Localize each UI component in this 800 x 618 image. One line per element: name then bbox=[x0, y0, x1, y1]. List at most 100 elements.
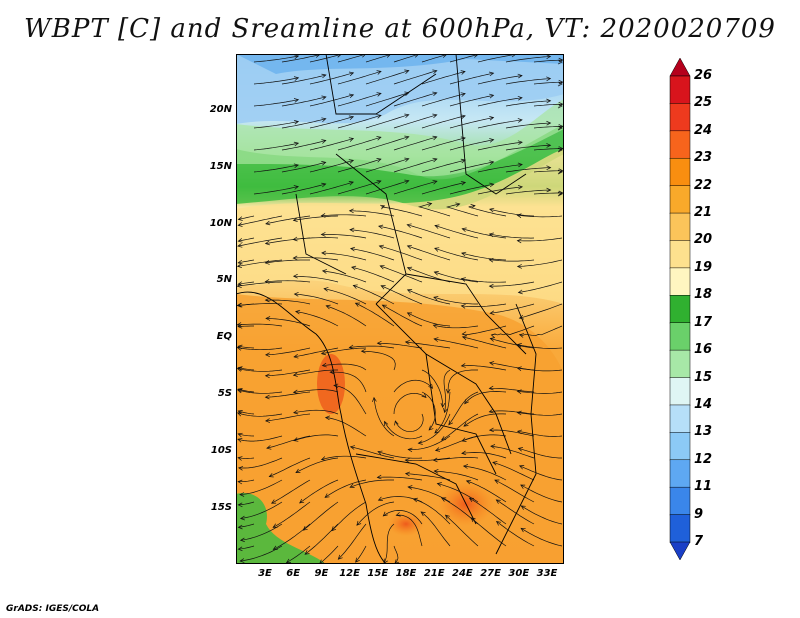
streamline bbox=[434, 391, 451, 434]
streamline bbox=[293, 237, 339, 240]
streamline-arrow bbox=[238, 466, 244, 471]
streamline bbox=[434, 470, 479, 481]
streamline-arrow bbox=[461, 251, 467, 257]
streamline bbox=[265, 299, 311, 305]
streamline-arrow bbox=[292, 236, 298, 242]
streamline bbox=[378, 225, 423, 239]
streamline bbox=[518, 281, 563, 293]
streamline bbox=[333, 384, 367, 415]
streamline bbox=[299, 479, 339, 504]
streamline-arrow bbox=[516, 213, 522, 218]
streamline-arrow bbox=[460, 363, 466, 368]
streamline bbox=[337, 158, 382, 173]
streamline bbox=[322, 270, 367, 283]
streamline bbox=[380, 265, 423, 283]
streamline bbox=[293, 215, 339, 221]
colorbar-label: 17 bbox=[694, 314, 713, 330]
streamline-arrow bbox=[293, 163, 299, 168]
streamline-arrow bbox=[436, 482, 442, 487]
streamline bbox=[434, 247, 479, 261]
streamline-arrow bbox=[293, 185, 299, 190]
streamline-arrow bbox=[378, 244, 384, 250]
streamline-arrow bbox=[377, 450, 383, 456]
streamline bbox=[293, 257, 339, 261]
streamline bbox=[518, 447, 562, 459]
streamline bbox=[237, 259, 283, 267]
streamline-arrow bbox=[460, 114, 466, 119]
streamline bbox=[324, 288, 367, 305]
streamline-arrow bbox=[264, 373, 270, 379]
streamline bbox=[393, 54, 419, 63]
lon-label: 12E bbox=[339, 568, 360, 579]
streamline bbox=[382, 304, 423, 327]
streamline-arrow bbox=[236, 322, 242, 327]
streamline bbox=[434, 225, 479, 239]
streamline bbox=[520, 484, 563, 503]
streamline bbox=[462, 325, 507, 336]
streamline-arrow bbox=[320, 456, 327, 461]
streamline-arrow bbox=[444, 514, 450, 520]
streamline bbox=[448, 391, 479, 425]
streamline-arrow bbox=[517, 95, 523, 101]
streamline bbox=[237, 323, 283, 327]
streamline bbox=[517, 214, 563, 218]
streamline bbox=[517, 430, 563, 437]
streamline-arrow bbox=[427, 202, 433, 207]
streamline-arrow bbox=[376, 70, 382, 75]
streamline-arrow bbox=[321, 161, 327, 166]
streamline bbox=[420, 511, 451, 547]
streamline bbox=[365, 54, 391, 63]
streamline bbox=[443, 369, 451, 413]
streamline-arrow bbox=[404, 340, 410, 345]
streamline-arrow bbox=[404, 69, 410, 74]
streamline-arrow bbox=[489, 71, 495, 77]
streamline bbox=[273, 523, 311, 550]
streamline bbox=[238, 215, 283, 226]
lon-label: 15E bbox=[367, 568, 389, 579]
streamline bbox=[384, 421, 423, 440]
streamline bbox=[477, 97, 523, 107]
streamline-arrow bbox=[350, 246, 356, 252]
streamline bbox=[489, 410, 535, 415]
streamline bbox=[321, 214, 367, 217]
streamline-arrow bbox=[518, 333, 525, 338]
streamline bbox=[477, 186, 523, 195]
streamline bbox=[309, 72, 354, 85]
streamline bbox=[349, 345, 395, 349]
streamline-arrow bbox=[376, 474, 382, 480]
streamline-arrow bbox=[348, 137, 355, 142]
streamline bbox=[331, 501, 367, 531]
streamline bbox=[517, 412, 563, 416]
streamline bbox=[461, 365, 507, 371]
streamline-arrow bbox=[237, 502, 243, 508]
streamline-arrow bbox=[376, 340, 382, 346]
streamline-arrow bbox=[292, 217, 298, 223]
streamline bbox=[393, 392, 427, 415]
streamline bbox=[533, 170, 563, 173]
streamline bbox=[350, 446, 395, 459]
streamline-arrow bbox=[325, 304, 331, 310]
streamline-arrow bbox=[516, 238, 522, 244]
streamline bbox=[353, 285, 395, 305]
streamline-arrow bbox=[293, 76, 300, 81]
streamline-arrow bbox=[404, 113, 410, 119]
streamline bbox=[407, 289, 451, 305]
streamline-arrow bbox=[520, 527, 526, 533]
streamline bbox=[494, 479, 535, 503]
streamline-arrow bbox=[348, 71, 355, 77]
streamline bbox=[413, 498, 451, 525]
colorbar-swatch bbox=[669, 212, 691, 242]
streamline bbox=[490, 338, 535, 349]
streamline bbox=[237, 435, 283, 442]
streamline bbox=[337, 180, 382, 195]
streamline bbox=[533, 148, 563, 151]
streamline bbox=[434, 338, 479, 349]
streamline bbox=[253, 77, 299, 85]
light-green-band bbox=[236, 99, 564, 177]
streamline bbox=[449, 72, 494, 85]
streamline-arrow bbox=[237, 366, 243, 371]
streamline bbox=[421, 54, 447, 63]
streamline bbox=[237, 389, 283, 394]
streamline-arrow bbox=[517, 447, 523, 452]
streamline bbox=[517, 237, 563, 242]
